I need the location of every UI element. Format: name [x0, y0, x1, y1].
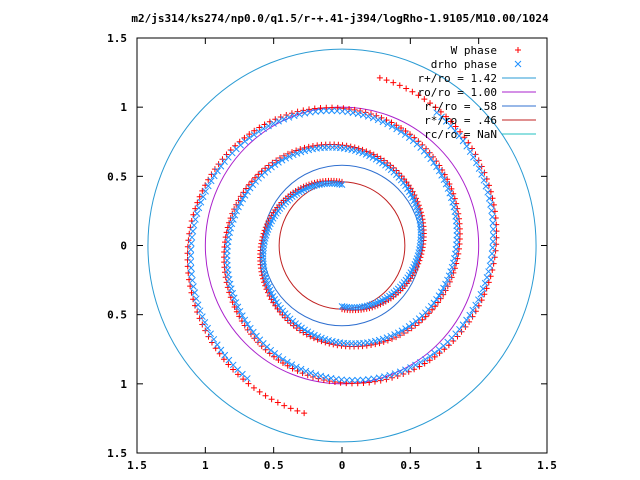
y-tick-label: 0.5: [107, 170, 127, 183]
legend-label: ro/ro = 1.00: [418, 86, 497, 99]
legend-label: r+/ro = 1.42: [418, 72, 497, 85]
legend-marker: [515, 47, 521, 53]
axis-layer: 1.5 1 0.5 0 0.5 1 1.51.510.500.511.5: [107, 32, 557, 472]
series-drho-phase-points: [187, 107, 497, 384]
legend-marker: [514, 60, 522, 68]
circle-r-ring: [262, 164, 422, 327]
x-tick-label: 1.5: [537, 459, 557, 472]
legend-label: W phase: [451, 44, 497, 57]
circle-ro-ring: [204, 106, 480, 385]
legend-label: r*/ro = .46: [424, 114, 497, 127]
legend-label: rc/ro = NaN: [424, 128, 497, 141]
x-tick-label: 0.5: [264, 459, 284, 472]
y-tick-label: 1: [120, 101, 127, 114]
chart-title: m2/js314/ks274/np0.0/q1.5/r-+.41-j394/lo…: [131, 12, 549, 25]
legend-label: r-/ro = .58: [424, 100, 497, 113]
circle-r-ring: [147, 48, 537, 443]
data-layer: [147, 48, 537, 443]
y-tick-label: 0.5: [107, 309, 127, 322]
legend-label: drho phase: [431, 58, 497, 71]
y-tick-label: 0: [120, 240, 127, 253]
x-tick-label: 1.5: [127, 459, 147, 472]
circle-r-ring: [278, 181, 406, 310]
x-tick-label: 1: [202, 459, 209, 472]
x-tick-label: 0.5: [400, 459, 420, 472]
y-tick-label: 1.5: [107, 447, 127, 460]
x-tick-label: 1: [475, 459, 482, 472]
y-tick-label: 1.5: [107, 32, 127, 45]
x-tick-label: 0: [339, 459, 346, 472]
y-tick-label: 1: [120, 378, 127, 391]
